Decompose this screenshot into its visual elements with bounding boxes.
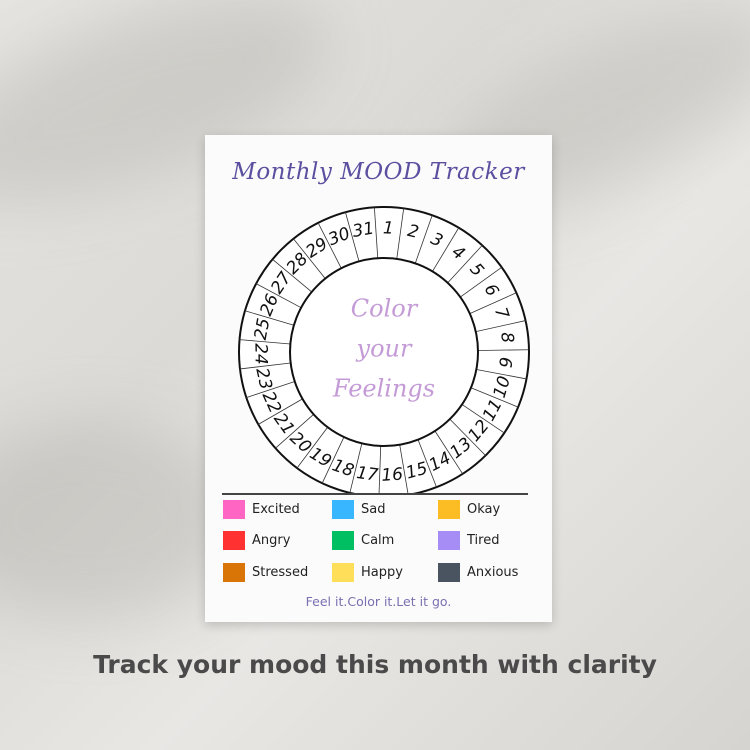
- day-label-9: 9: [497, 356, 518, 368]
- legend-item-happy: Happy: [332, 563, 403, 582]
- legend-item-stressed: Stressed: [223, 563, 308, 582]
- mood-wheel: 1 2 34567891011121314151617181920212223242…: [238, 206, 530, 495]
- caption: Track your mood this month with clarity: [93, 650, 657, 679]
- legend-item-tired: Tired: [438, 531, 499, 550]
- segment-divider: [246, 381, 295, 398]
- segment-divider: [373, 207, 379, 259]
- segment-divider: [447, 245, 483, 284]
- day-label-17: 17: [355, 463, 379, 486]
- segment-divider: [272, 258, 312, 293]
- segment-divider: [378, 445, 382, 495]
- day-label-31: 31: [351, 219, 376, 242]
- mood-tracker-card: Monthly MOOD Tracker 1 2 3 4 5 6 7 8 9 10 11 12 13 14…: [205, 135, 552, 622]
- color-swatch: [223, 563, 245, 582]
- color-swatch: [332, 500, 354, 519]
- color-swatch: [438, 500, 460, 519]
- legend-label: Tired: [467, 533, 500, 548]
- segment-divider: [477, 349, 529, 351]
- legend-label: Happy: [361, 565, 403, 580]
- segment-divider: [293, 238, 326, 279]
- day-label-2: 2: [405, 221, 420, 243]
- tracker-title: Monthly MOOD Tracker: [232, 159, 525, 185]
- inner-ring: [289, 257, 479, 447]
- day-label-24: 24: [250, 343, 270, 365]
- segment-divider: [476, 369, 527, 380]
- color-swatch: [223, 500, 245, 519]
- legend-item-sad: Sad: [332, 500, 385, 519]
- legend-item-anxious: Anxious: [438, 563, 518, 582]
- segment-divider: [244, 310, 294, 326]
- legend-label: Calm: [361, 533, 395, 548]
- segment-divider: [434, 430, 463, 475]
- legend-label: Anxious: [467, 565, 519, 580]
- center-text-line: Feelings: [332, 375, 435, 403]
- divider: [222, 493, 528, 495]
- segment-divider: [460, 266, 502, 298]
- tagline: Feel it.Color it.Let it go.: [305, 594, 452, 609]
- legend-label: Excited: [252, 502, 300, 517]
- segment-divider: [255, 283, 302, 309]
- day-label-8: 8: [496, 331, 517, 344]
- center-text-line: your: [356, 335, 413, 363]
- segment-divider: [399, 444, 409, 495]
- segment-divider: [296, 426, 328, 469]
- segment-divider: [414, 215, 433, 264]
- day-label-25: 25: [251, 317, 275, 342]
- legend-item-okay: Okay: [438, 500, 500, 519]
- color-swatch: [438, 563, 460, 582]
- segment-divider: [317, 222, 342, 269]
- segment-divider: [321, 436, 345, 484]
- legend-label: Stressed: [252, 565, 309, 580]
- day-label-23: 23: [251, 366, 275, 391]
- day-label-1: 1: [383, 218, 395, 238]
- color-swatch: [332, 563, 354, 582]
- legend-item-angry: Angry: [223, 531, 290, 550]
- segment-divider: [417, 439, 437, 488]
- color-swatch: [332, 531, 354, 550]
- segment-divider: [239, 362, 291, 370]
- segment-divider: [470, 387, 519, 408]
- segment-divider: [258, 398, 303, 425]
- segment-divider: [396, 208, 405, 259]
- segment-divider: [345, 212, 360, 262]
- segment-divider: [475, 320, 526, 333]
- segment-divider: [275, 414, 314, 449]
- segment-divider: [461, 404, 505, 434]
- color-swatch: [223, 531, 245, 550]
- legend-label: Sad: [361, 502, 386, 517]
- segment-divider: [349, 443, 363, 494]
- day-label-16: 16: [381, 465, 404, 486]
- color-swatch: [438, 531, 460, 550]
- segment-divider: [432, 227, 460, 272]
- legend-label: Okay: [467, 502, 501, 517]
- segment-divider: [469, 292, 517, 314]
- segment-divider: [239, 339, 291, 345]
- legend-label: Angry: [252, 533, 291, 548]
- legend-item-excited: Excited: [223, 500, 300, 519]
- legend-item-calm: Calm: [332, 531, 394, 550]
- segment-divider: [449, 418, 486, 456]
- center-text-line: Color: [351, 295, 419, 323]
